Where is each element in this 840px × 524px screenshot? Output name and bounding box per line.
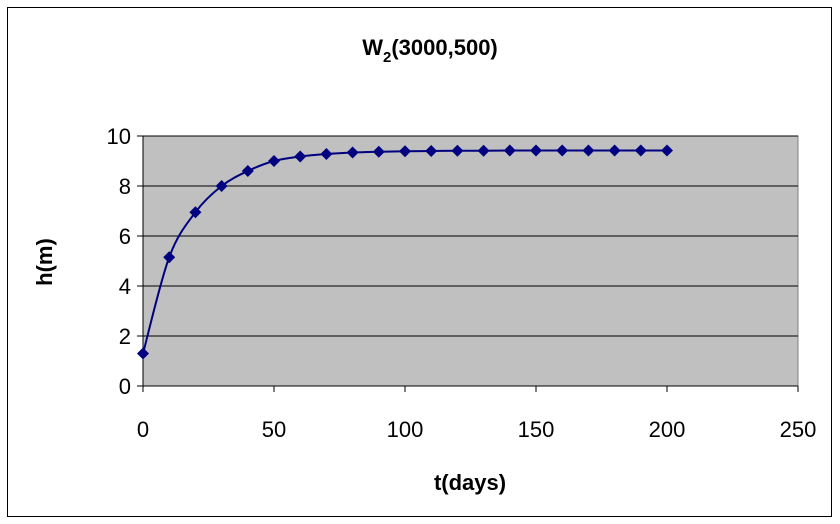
title-subscript: 2	[383, 49, 391, 66]
data-point-130	[477, 144, 490, 157]
data-point-180	[608, 144, 621, 157]
y-tick-label-8: 8	[119, 174, 131, 199]
data-point-90	[372, 145, 385, 158]
data-point-140	[503, 144, 516, 157]
y-tick-label-2: 2	[119, 324, 131, 349]
plot-area	[142, 135, 799, 387]
x-tick-label-200: 200	[649, 417, 686, 442]
y-tick-label-4: 4	[119, 274, 131, 299]
title-rest: (3000,500)	[391, 35, 497, 60]
data-point-0	[137, 347, 149, 360]
x-tick-label-100: 100	[387, 417, 424, 442]
x-tick-label-0: 0	[137, 417, 149, 442]
y-tick-label-0: 0	[119, 374, 131, 399]
chart-title: W2(3000,500)	[362, 35, 498, 66]
data-point-200	[661, 144, 673, 157]
data-point-80	[346, 146, 359, 159]
y-axis-label: h(m)	[32, 238, 57, 286]
data-point-50	[268, 155, 280, 167]
y-tick-label-6: 6	[119, 224, 131, 249]
grid-lines	[143, 135, 798, 337]
data-point-190	[634, 144, 647, 157]
data-point-120	[451, 144, 464, 157]
data-point-110	[425, 145, 438, 157]
data-point-30	[215, 180, 228, 192]
data-point-70	[320, 148, 333, 160]
title-main: W	[362, 35, 383, 60]
data-point-160	[556, 144, 569, 157]
x-tick-label-50: 50	[262, 417, 286, 442]
y-tick-label-10: 10	[107, 124, 131, 149]
x-tick-label-250: 250	[780, 417, 817, 442]
data-point-60	[294, 150, 307, 163]
x-tick-label-150: 150	[518, 417, 555, 442]
data-point-100	[399, 145, 411, 158]
tick-labels: 0 50 100 150 200 250 0 2 4 6 8 10	[107, 124, 817, 442]
data-point-10	[163, 251, 176, 264]
data-point-170	[582, 144, 595, 157]
axes	[137, 135, 799, 392]
series-markers	[137, 144, 673, 360]
data-point-150	[530, 144, 542, 157]
data-point-20	[189, 206, 202, 219]
data-point-40	[241, 165, 254, 177]
x-axis-label: t(days)	[434, 470, 506, 495]
